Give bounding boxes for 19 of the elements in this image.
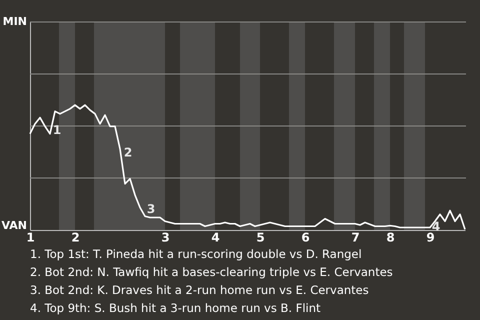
annotation: 4 (432, 219, 440, 234)
text: VAN (2, 219, 27, 232)
x-tick-label: 5 (256, 230, 265, 244)
text: 3. Bot 2nd: K. Draves hit a 2-run home run vs E. Cervantes (30, 283, 369, 297)
x-tick-label: 9 (426, 230, 435, 244)
x-tick-label: 8 (386, 230, 395, 244)
x-tick-label: 7 (351, 230, 360, 244)
x-tick-label: 2 (71, 230, 80, 244)
annotation: 2 (124, 146, 132, 160)
text: 4. Top 9th: S. Bush hit a 3-run home run vs B. Flint (30, 301, 321, 315)
text: 2. Bot 2nd: N. Tawfiq hit a bases-clearing triple vs E. Cervantes (30, 265, 393, 279)
x-tick-label: 6 (301, 230, 310, 244)
annotation: 1 (52, 123, 62, 138)
x-tick-label: 3 (161, 230, 170, 244)
text: 1. Top 1st: T. Pineda hit a run-scoring double vs D. Rangel (30, 247, 362, 261)
annotation: 3 (146, 202, 156, 216)
x-tick-label: 4 (211, 230, 220, 244)
x-tick-label: 1 (26, 230, 35, 244)
text: MIN (2, 15, 27, 28)
